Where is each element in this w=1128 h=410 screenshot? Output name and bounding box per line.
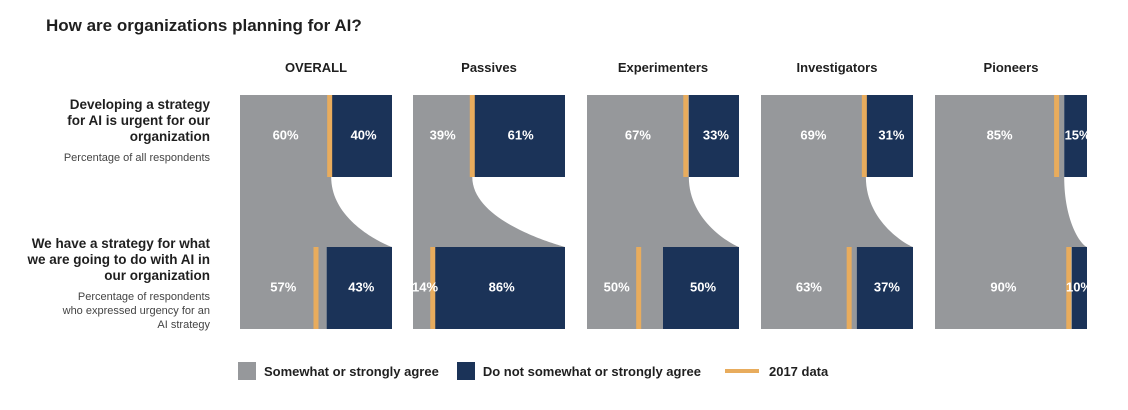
bar-urgent-agree-passives — [413, 95, 473, 177]
marker-2017-urgent-pioneers — [1054, 95, 1060, 177]
chart-title: How are organizations planning for AI? — [46, 16, 362, 35]
stacked-bar-chart: OVERALL 60% 40% 57% 43% Passives 39% 61% 14% 86% E… — [240, 60, 1092, 329]
bar-urgent-disagree-passives — [472, 95, 565, 177]
marker-2017-urgent-overall — [327, 95, 333, 177]
label-urgent-agree-passives: 39% — [430, 127, 456, 142]
flow-pioneers — [935, 177, 1087, 247]
label-urgent-disagree-pioneers: 15% — [1065, 127, 1091, 142]
row-sublabel-urgency: Percentage of all respondents — [63, 152, 210, 164]
bar-strategy-agree-passives — [413, 247, 435, 329]
marker-2017-urgent-experimenters — [683, 95, 689, 177]
row-label-urgency: Developing a strategy for AI is urgent f… — [10, 97, 210, 165]
legend: Somewhat or strongly agree Do not somewh… — [238, 362, 846, 380]
label-strategy-disagree-experimenters: 50% — [690, 279, 716, 294]
flow-overall — [240, 177, 392, 247]
bar-urgent-agree-experimenters — [587, 95, 689, 177]
bar-strategy-agree-overall — [240, 247, 327, 329]
label-strategy-disagree-overall: 43% — [348, 279, 374, 294]
label-urgent-disagree-experimenters: 33% — [703, 127, 729, 142]
marker-2017-strategy-passives — [430, 247, 436, 329]
label-urgent-agree-pioneers: 85% — [987, 127, 1013, 142]
legend-swatch-agree — [238, 362, 256, 380]
bar-urgent-agree-overall — [240, 95, 332, 177]
panel-header-passives: Passives — [461, 60, 517, 75]
bar-urgent-disagree-investigators — [865, 95, 913, 177]
bar-urgent-agree-pioneers — [935, 95, 1065, 177]
flow-investigators — [761, 177, 913, 247]
label-urgent-disagree-passives: 61% — [508, 127, 534, 142]
row-label-strategy: We have a strategy for what we are going… — [10, 236, 211, 332]
bar-strategy-agree-pioneers — [935, 247, 1072, 329]
bar-urgent-disagree-pioneers — [1064, 95, 1087, 177]
label-strategy-disagree-passives: 86% — [489, 279, 515, 294]
label-strategy-agree-overall: 57% — [270, 279, 296, 294]
bar-urgent-disagree-overall — [331, 95, 392, 177]
label-urgent-agree-investigators: 69% — [800, 127, 826, 142]
label-strategy-agree-investigators: 63% — [796, 279, 822, 294]
label-strategy-agree-passives: 14% — [412, 279, 438, 294]
marker-2017-strategy-overall — [313, 247, 319, 329]
marker-2017-urgent-passives — [469, 95, 475, 177]
legend-item-agree: Somewhat or strongly agree — [238, 362, 439, 380]
label-urgent-agree-experimenters: 67% — [625, 127, 651, 142]
panel-header-overall: OVERALL — [285, 60, 347, 75]
legend-swatch-2017 — [724, 369, 759, 373]
marker-2017-strategy-experimenters — [636, 247, 642, 329]
flow-passives — [413, 177, 565, 247]
bar-strategy-disagree-passives — [434, 247, 565, 329]
bar-strategy-agree-investigators — [761, 247, 857, 329]
label-strategy-disagree-investigators: 37% — [874, 279, 900, 294]
panel-header-pioneers: Pioneers — [984, 60, 1039, 75]
bar-strategy-agree-experimenters — [587, 247, 663, 329]
label-urgent-agree-overall: 60% — [273, 127, 299, 142]
legend-swatch-disagree — [456, 362, 475, 380]
bar-urgent-agree-investigators — [761, 95, 866, 177]
bar-strategy-disagree-experimenters — [663, 247, 739, 329]
marker-2017-urgent-investigators — [861, 95, 867, 177]
label-strategy-agree-experimenters: 50% — [604, 279, 630, 294]
row-sublabel-strategy: Percentage of respondents who expressed … — [62, 291, 210, 331]
legend-item-2017: 2017 data — [719, 364, 828, 379]
label-strategy-disagree-pioneers: 10% — [1066, 279, 1092, 294]
legend-label-agree: Somewhat or strongly agree — [264, 363, 439, 379]
bar-strategy-disagree-investigators — [856, 247, 913, 329]
marker-2017-strategy-investigators — [846, 247, 852, 329]
label-urgent-disagree-investigators: 31% — [878, 127, 904, 142]
legend-label-disagree: Do not somewhat or strongly agree — [482, 363, 701, 379]
marker-2017-strategy-pioneers — [1066, 247, 1072, 329]
label-strategy-agree-pioneers: 90% — [990, 279, 1016, 294]
panel-header-investigators: Investigators — [797, 60, 878, 75]
legend-label-2017: 2017 data — [768, 363, 829, 379]
flow-experimenters — [587, 177, 739, 247]
bar-strategy-disagree-overall — [326, 247, 392, 329]
bar-strategy-disagree-pioneers — [1071, 247, 1087, 329]
panel-header-experimenters: Experimenters — [618, 60, 708, 75]
row-label-strategy-text: We have a strategy for what we are going… — [27, 236, 211, 283]
legend-item-disagree: Do not somewhat or strongly agree — [456, 362, 701, 380]
label-urgent-disagree-overall: 40% — [351, 127, 377, 142]
bar-urgent-disagree-experimenters — [688, 95, 739, 177]
row-label-urgency-text: Developing a strategy for AI is urgent f… — [67, 97, 210, 144]
